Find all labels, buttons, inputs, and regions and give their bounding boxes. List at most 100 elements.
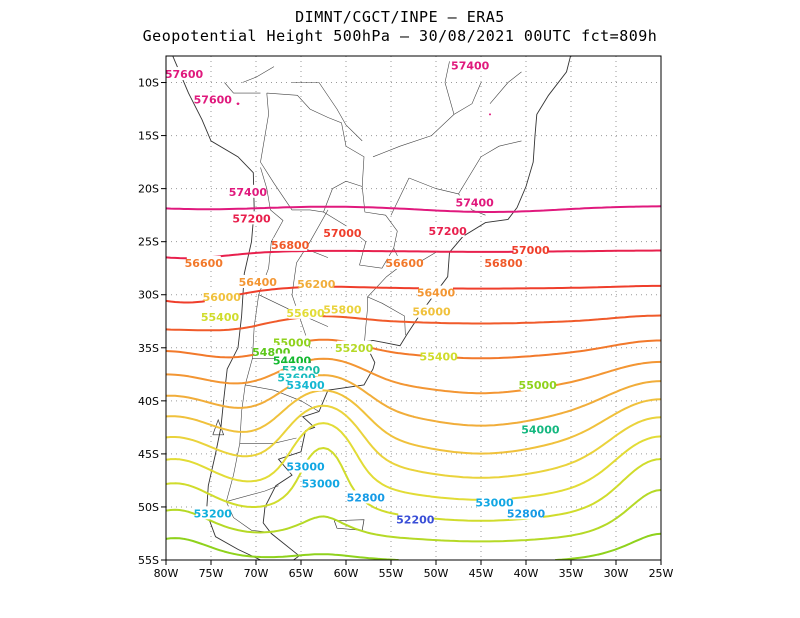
contour-label-background (288, 459, 323, 473)
contour-label: 55800 (323, 304, 362, 317)
contour-label: 57600 (194, 94, 233, 107)
political-border (489, 71, 522, 104)
contour-label-background (348, 490, 383, 504)
x-tick-label: 45W (469, 567, 494, 580)
contour-label: 56000 (412, 306, 451, 319)
political-border (239, 437, 297, 444)
contour-label: 53000 (475, 497, 514, 510)
x-tick-label: 65W (289, 567, 314, 580)
contour-label-background (414, 304, 449, 318)
contour-label: 57000 (511, 244, 550, 257)
political-border (226, 485, 279, 502)
y-tick-label: 40S (138, 395, 159, 408)
contour-label-background (273, 237, 308, 251)
contour-label-background (303, 476, 338, 490)
contour-label: 57400 (451, 60, 490, 73)
contour-label-background (167, 67, 201, 81)
political-border (292, 82, 363, 142)
contour-label-background (457, 195, 492, 209)
x-tick-label: 75W (199, 567, 224, 580)
contour-line-57600 (236, 102, 491, 116)
contour-label: 57600 (165, 68, 204, 81)
y-tick-label: 30S (138, 289, 159, 302)
y-tick-label: 45S (138, 448, 159, 461)
contour-label-background (299, 277, 334, 291)
y-tick-label: 20S (138, 183, 159, 196)
contour-label-background (186, 255, 221, 269)
contour-label-background (288, 377, 323, 391)
contour-line-56400 (166, 357, 661, 395)
x-tick-label: 35W (559, 567, 584, 580)
contour-label: 53200 (194, 507, 233, 520)
x-tick-label: 70W (244, 567, 269, 580)
contour-labels: 57600 57600 57400 57400 57400 57200 57200 57000… (165, 58, 560, 527)
contour-label: 57400 (456, 196, 495, 209)
figure-title-line-2: Geopotential Height 500hPa – 30/08/2021 … (142, 27, 658, 45)
contour-label: 57400 (229, 186, 268, 199)
contour-label-background (195, 92, 230, 106)
y-tick-label: 10S (138, 77, 159, 90)
contour-label: 56600 (385, 257, 424, 270)
contour-label-background (430, 224, 465, 238)
x-tick-label: 25W (649, 567, 674, 580)
political-border (224, 82, 261, 94)
political-border (458, 140, 522, 195)
political-border (260, 92, 365, 213)
map-frame (165, 55, 662, 561)
contour-line-56000 (166, 389, 661, 455)
contour-label-background (421, 349, 456, 363)
contour-label: 55400 (201, 311, 240, 324)
contour-line-55800 (166, 404, 661, 479)
contour-label-background (523, 422, 558, 436)
contour-label: 57200 (232, 212, 271, 225)
contour-label: 56200 (297, 278, 336, 291)
x-tick-label: 40W (514, 567, 539, 580)
y-tick-label: 25S (138, 236, 159, 249)
y-tick-label: 15S (138, 130, 159, 143)
political-border (245, 384, 320, 412)
contour-label-background (520, 377, 555, 391)
contour-label-background (486, 255, 521, 269)
x-tick-label: 60W (334, 567, 359, 580)
contour-label: 55400 (420, 350, 459, 363)
political-border (444, 61, 455, 115)
contour-line-56200 (166, 374, 661, 427)
contour-label: 55600 (286, 307, 325, 320)
contour-label: 56600 (185, 257, 224, 270)
contour-label: 52800 (347, 491, 386, 504)
contour-label-background (453, 58, 488, 72)
y-tick-label: 35S (138, 342, 159, 355)
x-tick-label: 80W (154, 567, 179, 580)
contour-label: 56800 (271, 239, 310, 252)
contour-label: 52800 (507, 507, 546, 520)
contour-line-56600 (166, 338, 661, 360)
political-border (242, 66, 275, 83)
contour-label: 57200 (429, 225, 468, 238)
axis-ticks: 80W 75W 70W 65W 60W 55W 50W 45W 40W 35W 30W 25W 10S 1… (138, 77, 674, 580)
contour-label: 56000 (203, 291, 242, 304)
contour-label-background (398, 512, 433, 526)
contour-label-background (240, 275, 275, 289)
contour-line-57400 (166, 205, 661, 213)
y-tick-label: 50S (138, 501, 159, 514)
contour-label: 53400 (286, 379, 325, 392)
contour-label-background (234, 211, 269, 225)
contour-label: 57000 (323, 227, 362, 240)
contour-label-background (513, 243, 548, 257)
contour-label: 55000 (519, 379, 558, 392)
political-border (291, 209, 329, 348)
contour-label: 56400 (239, 276, 278, 289)
contour-label-background (325, 302, 360, 316)
contour-label-background (203, 310, 237, 324)
contour-label-background (509, 506, 543, 520)
x-tick-label: 30W (604, 567, 629, 580)
contour-label-background (477, 495, 512, 509)
figure-title-line-1: DIMNT/CGCT/INPE – ERA5 (295, 8, 505, 26)
coastline (172, 56, 572, 560)
contour-label: 52200 (396, 514, 435, 527)
contour-line-55400 (166, 447, 661, 522)
contour-line-55000 (166, 532, 661, 560)
contour-label-background (419, 285, 453, 299)
